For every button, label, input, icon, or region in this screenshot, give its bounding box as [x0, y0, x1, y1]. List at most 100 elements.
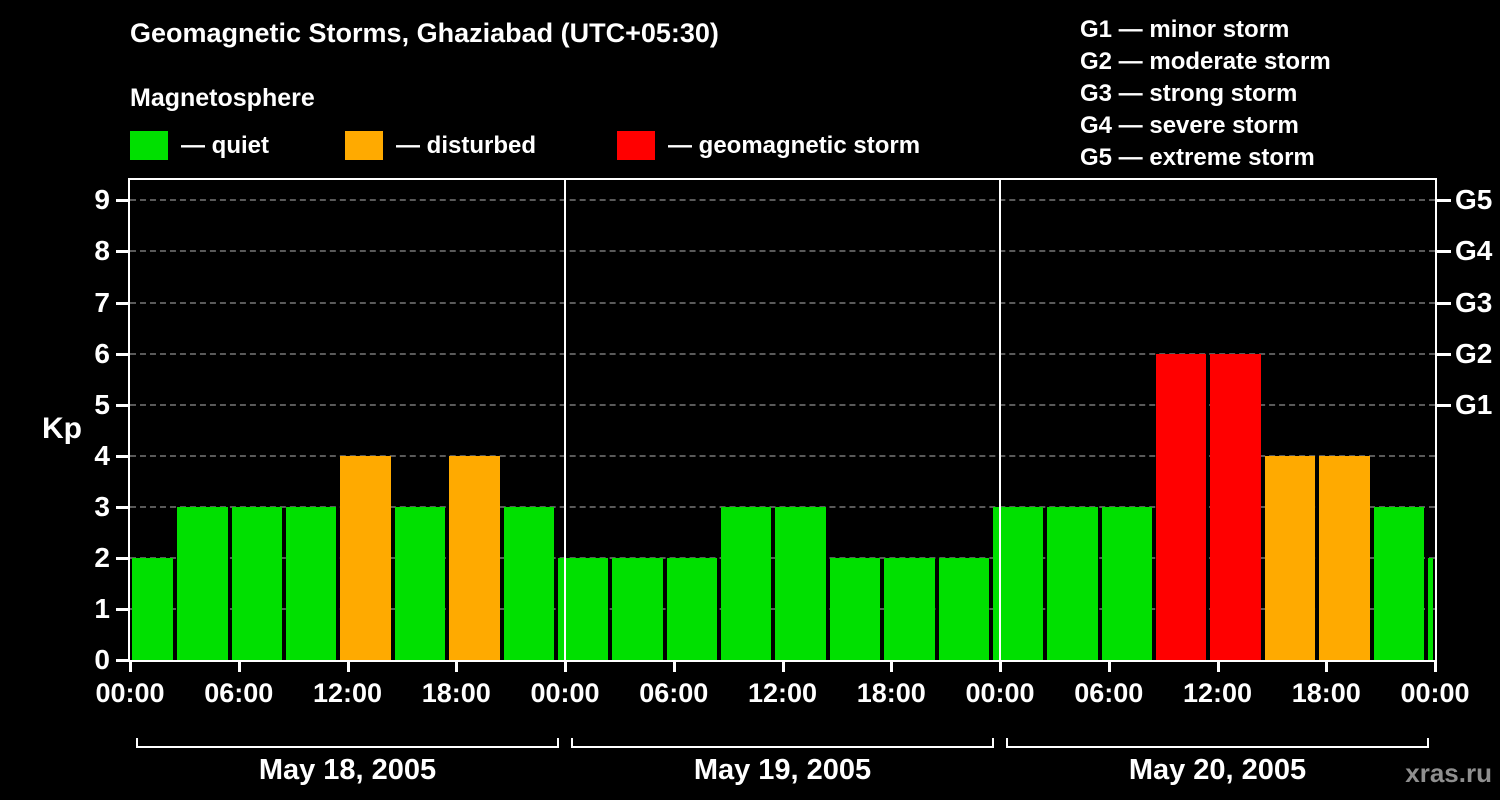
- y-gridline: [130, 250, 1435, 253]
- day-label: May 19, 2005: [693, 754, 872, 786]
- y-tick: [116, 454, 130, 458]
- kp-bar: [1373, 506, 1424, 660]
- x-tick-label: 12:00: [1182, 678, 1253, 708]
- y-tick-label: 1: [94, 592, 110, 624]
- kp-bar: [992, 506, 1044, 660]
- storm-scale-legend: G1 — minor storm G2 — moderate storm G3 — …: [1080, 14, 1331, 174]
- y-tick-label: 9: [94, 184, 110, 216]
- x-tick: [1107, 662, 1111, 672]
- x-tick-label: 12:00: [312, 678, 383, 708]
- kp-bar: [938, 557, 989, 660]
- g-level-label: G2: [1455, 337, 1493, 369]
- y-axis-title: Kp: [42, 412, 82, 445]
- y-tick: [116, 352, 130, 356]
- y-tick: [116, 505, 130, 509]
- kp-bar: [666, 557, 718, 660]
- x-tick-label: 18:00: [856, 678, 926, 708]
- x-tick: [999, 662, 1002, 672]
- x-tick: [672, 662, 676, 672]
- g-level-tick: [1435, 250, 1451, 254]
- day-separator-line: [999, 180, 1001, 660]
- kp-bar: [1156, 353, 1207, 660]
- y-tick-label: 2: [94, 541, 110, 573]
- legend-item-quiet: — quiet: [130, 131, 269, 160]
- y-tick: [116, 659, 130, 662]
- y-tick: [116, 199, 130, 203]
- legend-label: — quiet: [181, 131, 269, 159]
- watermark: xras.ru: [1405, 758, 1492, 788]
- kp-bar: [286, 506, 337, 660]
- x-tick: [1434, 662, 1437, 672]
- y-gridline: [130, 454, 1435, 457]
- x-tick: [129, 662, 132, 672]
- y-tick-label: 6: [94, 337, 110, 369]
- day-label: May 18, 2005: [258, 754, 437, 786]
- y-tick-label: 8: [94, 235, 110, 267]
- day-bracket: [1006, 746, 1429, 748]
- day-bracket: [136, 746, 559, 748]
- x-tick: [890, 662, 894, 672]
- y-tick-label: 0: [94, 644, 110, 675]
- kp-bar: [132, 557, 174, 660]
- plot-area: 0 1 2 3 4 5 6 7 8 9 G1 G2 G3 G4 G5 00:00 06:00 12:00 18:00…: [94, 178, 1492, 786]
- x-tick-label: 00:00: [965, 678, 1035, 708]
- legend-label: — geomagnetic storm: [668, 131, 921, 159]
- x-tick: [346, 662, 350, 672]
- y-gridline: [130, 199, 1435, 202]
- g-level-tick: [1435, 403, 1451, 407]
- y-tick-label: 7: [94, 286, 110, 318]
- kp-bar: [394, 506, 446, 660]
- day-separator-line: [564, 180, 566, 660]
- storm-scale-line: G4 — severe storm: [1080, 112, 1299, 139]
- x-tick: [455, 662, 459, 672]
- y-tick-label: 3: [94, 490, 110, 522]
- legend-swatch-storm: [617, 131, 655, 160]
- kp-bar: [884, 557, 935, 660]
- storm-scale-line: G2 — moderate storm: [1080, 48, 1331, 75]
- kp-bar: [503, 506, 554, 660]
- g-level-tick: [1435, 199, 1451, 203]
- day-bracket-cap: [557, 738, 559, 748]
- x-tick-label: 18:00: [421, 678, 491, 708]
- legend-item-disturbed: — disturbed: [345, 131, 536, 160]
- y-gridline: [130, 352, 1435, 355]
- kp-bar: [829, 557, 881, 660]
- g-level-label: G4: [1455, 235, 1493, 267]
- y-tick: [116, 556, 130, 560]
- x-tick-label: 00:00: [95, 678, 165, 708]
- x-tick: [237, 662, 241, 672]
- kp-bar: [1101, 506, 1153, 660]
- kp-bar: [177, 506, 228, 660]
- kp-bar: [1210, 353, 1261, 660]
- x-tick-label: 18:00: [1291, 678, 1361, 708]
- g-level-label: G5: [1455, 184, 1493, 216]
- y-tick-label: 4: [94, 439, 110, 471]
- legend-label: — disturbed: [396, 131, 537, 159]
- legend-item-storm: — geomagnetic storm: [617, 131, 920, 160]
- kp-bar: [231, 506, 283, 660]
- g-level-label: G1: [1455, 388, 1493, 420]
- day-bracket: [571, 746, 994, 748]
- chart-title: Geomagnetic Storms, Ghaziabad (UTC+05:30…: [130, 18, 719, 48]
- kp-bar: [1264, 455, 1316, 660]
- y-tick: [116, 607, 130, 611]
- y-tick: [116, 403, 130, 407]
- day-bracket-cap: [136, 738, 138, 748]
- y-tick: [116, 301, 130, 305]
- x-tick: [1325, 662, 1329, 672]
- kp-bar: [557, 557, 609, 660]
- g-level-tick: [1435, 352, 1451, 356]
- legend-swatch-quiet: [130, 131, 168, 160]
- kp-bar: [775, 506, 826, 660]
- x-tick-label: 00:00: [530, 678, 600, 708]
- x-tick-label: 06:00: [1074, 678, 1144, 708]
- y-tick-label: 5: [94, 388, 110, 420]
- storm-scale-line: G5 — extreme storm: [1080, 144, 1315, 171]
- day-bracket-cap: [1006, 738, 1008, 748]
- x-tick-label: 06:00: [639, 678, 709, 708]
- day-bracket-cap: [992, 738, 994, 748]
- x-tick: [1216, 662, 1220, 672]
- kp-bar: [1047, 506, 1098, 660]
- storm-scale-line: G3 — strong storm: [1080, 80, 1298, 107]
- y-gridline: [130, 301, 1435, 304]
